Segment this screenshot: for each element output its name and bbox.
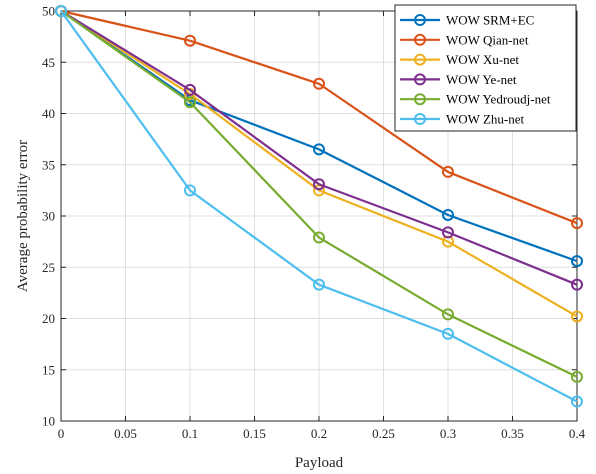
legend-marker bbox=[414, 73, 426, 86]
x-tick-label: 0.05 bbox=[114, 426, 137, 441]
data-point bbox=[184, 34, 196, 47]
x-tick-label: 0.25 bbox=[372, 426, 395, 441]
legend-label: WOW Yedroudj-net bbox=[446, 92, 551, 107]
data-point bbox=[442, 226, 454, 239]
data-point bbox=[571, 217, 583, 230]
y-tick-label: 30 bbox=[42, 209, 55, 224]
data-point bbox=[571, 255, 583, 268]
legend-item: WOW Yedroudj-net bbox=[400, 92, 551, 107]
data-point bbox=[442, 208, 454, 221]
data-point bbox=[571, 278, 583, 291]
data-point bbox=[571, 310, 583, 323]
series bbox=[55, 5, 583, 408]
data-point bbox=[184, 96, 196, 109]
y-axis-label: Average probability error bbox=[15, 140, 31, 292]
series-line bbox=[60, 10, 578, 286]
y-tick-label: 20 bbox=[42, 311, 55, 326]
y-tick-label: 50 bbox=[42, 4, 55, 19]
legend-item: WOW Zhu-net bbox=[400, 112, 524, 127]
y-tick-label: 45 bbox=[42, 55, 55, 70]
y-tick-label: 35 bbox=[42, 157, 55, 172]
legend-box bbox=[394, 4, 577, 132]
data-point bbox=[313, 231, 325, 244]
y-tick-label: 25 bbox=[42, 260, 55, 275]
data-point bbox=[184, 83, 196, 96]
legend-label: WOW SRM+EC bbox=[446, 13, 534, 28]
legend-item: WOW Xu-net bbox=[400, 52, 519, 67]
x-tick-label: 0.1 bbox=[182, 426, 198, 441]
series-line bbox=[60, 9, 578, 225]
data-point bbox=[313, 178, 325, 191]
legend: WOW SRM+EC WOW Qian-net WOW Xu-net WOW Ye-n… bbox=[394, 4, 577, 132]
legend-item: WOW Qian-net bbox=[400, 32, 529, 47]
series-line bbox=[60, 10, 578, 403]
x-tick-label: 0.2 bbox=[311, 426, 327, 441]
data-point bbox=[571, 395, 583, 408]
data-point bbox=[55, 5, 67, 17]
legend-marker bbox=[414, 113, 426, 125]
legend-label: WOW Zhu-net bbox=[446, 112, 524, 127]
data-point bbox=[313, 278, 325, 291]
legend-marker bbox=[414, 33, 426, 46]
data-point bbox=[184, 184, 196, 197]
y-axis-ticks: 10 15 20 25 30 35 40 45 50 bbox=[42, 4, 577, 429]
legend-item: WOW Ye-net bbox=[400, 72, 517, 87]
x-tick-label: 0.3 bbox=[440, 426, 456, 441]
series-layer bbox=[55, 5, 583, 408]
series-line bbox=[60, 10, 578, 318]
legend-marker bbox=[414, 14, 426, 26]
x-axis-ticks: 0 0.05 0.1 0.15 0.2 0.25 0.3 0.35 0.4 bbox=[58, 11, 586, 441]
data-point bbox=[571, 370, 583, 383]
legend-marker bbox=[414, 93, 426, 106]
data-point bbox=[442, 165, 454, 178]
legend-marker bbox=[414, 53, 426, 66]
legend-label: WOW Xu-net bbox=[446, 52, 519, 67]
y-tick-label: 40 bbox=[42, 106, 55, 121]
x-tick-label: 0.4 bbox=[569, 426, 586, 441]
data-point bbox=[442, 327, 454, 340]
y-tick-label: 15 bbox=[42, 362, 55, 377]
data-point bbox=[442, 308, 454, 321]
y-tick-label: 10 bbox=[42, 414, 55, 429]
x-tick-label: 0.15 bbox=[243, 426, 266, 441]
legend-label: WOW Ye-net bbox=[446, 72, 517, 87]
legend-item: WOW SRM+EC bbox=[400, 13, 534, 28]
x-tick-label: 0 bbox=[58, 426, 65, 441]
x-axis-label: Payload bbox=[295, 455, 344, 471]
data-point bbox=[313, 143, 325, 156]
legend-label: WOW Qian-net bbox=[446, 32, 529, 47]
x-tick-label: 0.35 bbox=[501, 426, 524, 441]
data-point bbox=[313, 77, 325, 90]
series-line bbox=[60, 10, 578, 378]
series-line bbox=[60, 10, 578, 263]
